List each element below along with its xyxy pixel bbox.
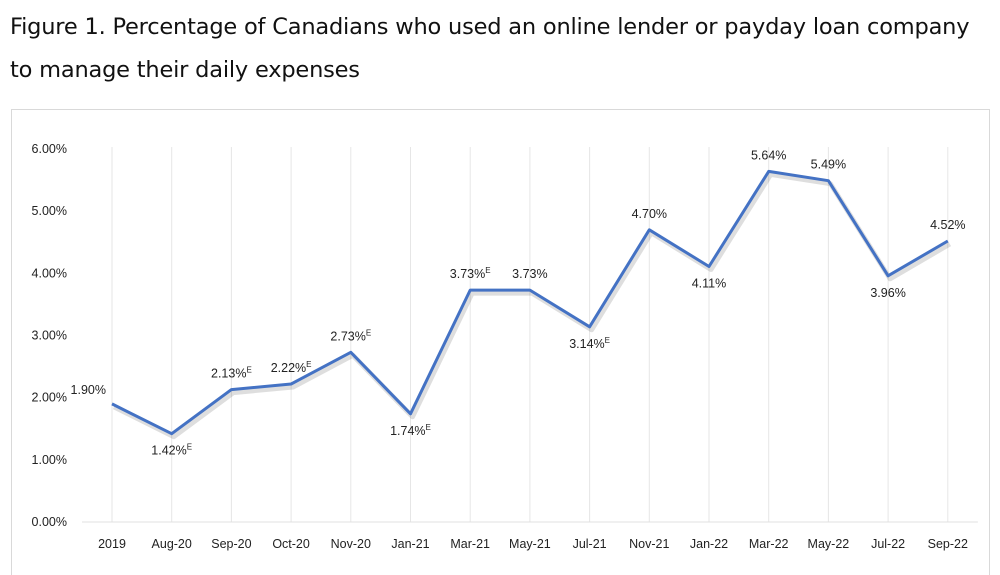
- data-label-flag: E: [187, 443, 192, 452]
- x-tick-label: Jan-22: [690, 537, 728, 551]
- data-label: 3.73%: [512, 267, 547, 281]
- y-tick-label: 6.00%: [32, 142, 67, 156]
- x-tick-label: Aug-20: [152, 537, 192, 551]
- x-tick-label: Jan-21: [391, 537, 429, 551]
- y-tick-label: 0.00%: [32, 515, 67, 529]
- data-label: 2.73%E: [330, 328, 371, 343]
- chart-title: Figure 1. Percentage of Canadians who us…: [10, 14, 970, 83]
- data-label: 1.74%E: [390, 423, 431, 438]
- x-tick-label: Jul-22: [871, 537, 905, 551]
- x-tick-label: Oct-20: [272, 537, 310, 551]
- x-tick-label: Mar-21: [450, 537, 490, 551]
- data-label: 3.14%E: [569, 336, 610, 351]
- data-label: 3.73%E: [450, 266, 491, 281]
- y-tick-label: 3.00%: [32, 329, 67, 343]
- x-tick-label: Mar-22: [749, 537, 789, 551]
- x-tick-label: Sep-22: [928, 537, 968, 551]
- data-label-flag: E: [426, 423, 431, 432]
- data-labels: 1.90% 1.42%E 2.13%E 2.22%E 2.73%E 1.74%E 3.73%…: [71, 148, 966, 457]
- x-tick-label: 2019: [98, 537, 126, 551]
- data-label: 2.13%E: [211, 366, 252, 381]
- chart-frame: [11, 109, 990, 575]
- data-label: 4.52%: [930, 218, 965, 232]
- series-line: [111, 169, 949, 436]
- data-label: 4.11%: [692, 276, 727, 290]
- data-label: 1.90%: [71, 383, 106, 397]
- x-tick-label: Sep-20: [211, 537, 251, 551]
- y-tick-label: 4.00%: [32, 266, 67, 280]
- data-label: 2.22%E: [271, 360, 312, 375]
- x-tick-label: Nov-20: [331, 537, 371, 551]
- data-label: 5.64%: [751, 148, 786, 162]
- data-label-flag: E: [485, 266, 490, 275]
- data-label: 5.49%: [811, 158, 846, 172]
- data-label-flag: E: [605, 336, 610, 345]
- x-axis-ticks: 2019 Aug-20 Sep-20 Oct-20 Nov-20 Jan-21 Mar-21…: [98, 537, 968, 551]
- data-label-flag: E: [306, 360, 311, 369]
- data-label: 4.70%: [632, 207, 667, 221]
- series-line-shadow: [112, 171, 952, 440]
- x-tick-label: Nov-21: [629, 537, 669, 551]
- x-tick-label: Jul-21: [573, 537, 607, 551]
- y-tick-label: 1.00%: [32, 453, 67, 467]
- data-label: 3.96%: [870, 286, 905, 300]
- y-tick-label: 5.00%: [32, 204, 67, 218]
- data-label-flag: E: [246, 366, 251, 375]
- y-tick-label: 2.00%: [32, 391, 67, 405]
- x-tick-label: May-22: [808, 537, 850, 551]
- gridlines: [82, 147, 978, 523]
- x-tick-label: May-21: [509, 537, 551, 551]
- data-label: 1.42%E: [151, 443, 192, 458]
- y-axis-ticks: 0.00% 1.00% 2.00% 3.00% 4.00% 5.00% 6.00%: [32, 142, 67, 529]
- data-label-flag: E: [366, 328, 371, 337]
